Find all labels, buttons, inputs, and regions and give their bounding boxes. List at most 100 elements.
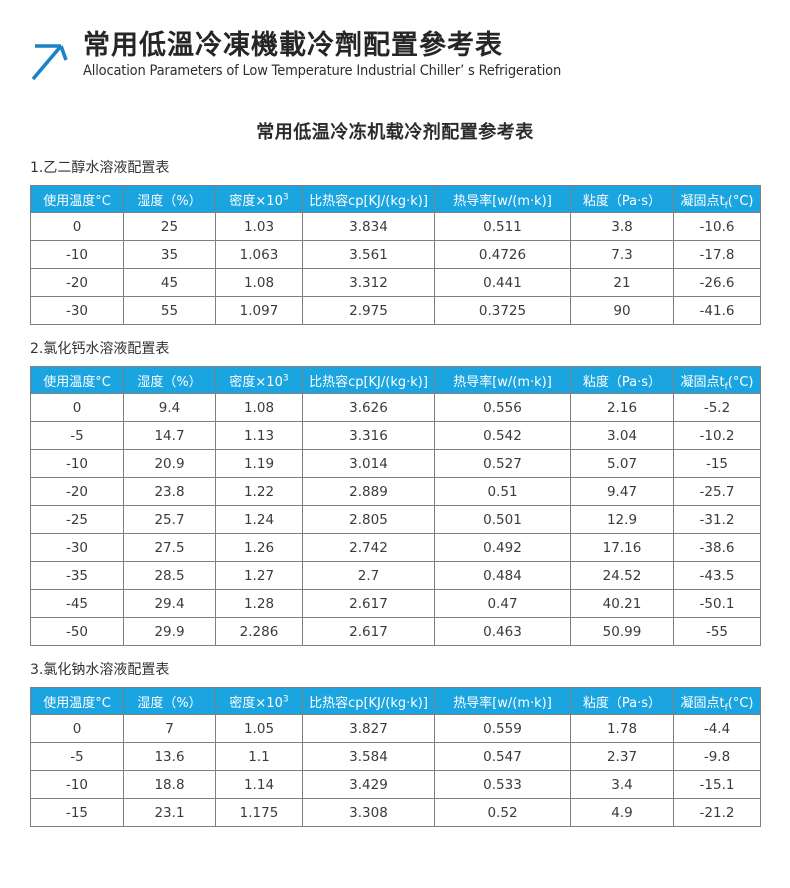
cell: 1.24: [215, 505, 303, 534]
table-row: -35 28.5 1.27 2.7 0.484 24.52 -43.5: [30, 561, 761, 590]
page-title: 常用低温冷冻机载冷剂配置参考表: [256, 122, 534, 143]
table-row: -20 45 1.08 3.312 0.441 21 -26.6: [30, 268, 761, 297]
table-row: -45 29.4 1.28 2.617 0.47 40.21 -50.1: [30, 589, 761, 618]
cell: -30: [30, 296, 124, 325]
cell: -25: [30, 505, 124, 534]
cell: -20: [30, 268, 124, 297]
cell: 3.626: [302, 393, 435, 422]
cell: 25: [123, 212, 216, 241]
cell: 1.26: [215, 533, 303, 562]
cell: 18.8: [123, 770, 216, 799]
table-row: -25 25.7 1.24 2.805 0.501 12.9 -31.2: [30, 505, 761, 534]
column-header: 比热容cp[KJ/(kg·k)]: [302, 687, 435, 715]
cell: 2.975: [302, 296, 435, 325]
cell: -35: [30, 561, 124, 590]
column-header: 使用温度°C: [30, 687, 124, 715]
cell: 3.827: [302, 714, 435, 743]
table-row: 0 9.4 1.08 3.626 0.556 2.16 -5.2: [30, 393, 761, 422]
cell: 90: [570, 296, 674, 325]
arrow-up-right-icon: [28, 32, 68, 82]
cell: 1.08: [215, 268, 303, 297]
content: 1.乙二醇水溶液配置表 使用温度°C 湿度（%） 密度×103 比热容cp[KJ/(k…: [0, 157, 790, 827]
column-header: 粘度（Pa·s）: [570, 185, 674, 213]
cell: 29.4: [123, 589, 216, 618]
cell: 3.316: [302, 421, 435, 450]
cell: 3.312: [302, 268, 435, 297]
cell: -38.6: [673, 533, 761, 562]
cell: 3.834: [302, 212, 435, 241]
cell: 0.527: [434, 449, 571, 478]
cell: 3.4: [570, 770, 674, 799]
cell: -17.8: [673, 240, 761, 269]
cell: 0.463: [434, 617, 571, 646]
cell: 24.52: [570, 561, 674, 590]
cell: 35: [123, 240, 216, 269]
cell: -15: [673, 449, 761, 478]
cell: 1.05: [215, 714, 303, 743]
section-label: 2.氯化钙水溶液配置表: [30, 341, 170, 357]
column-header: 粘度（Pa·s）: [570, 687, 674, 715]
column-header: 湿度（%）: [123, 185, 216, 213]
cell: 2.889: [302, 477, 435, 506]
table-row: -20 23.8 1.22 2.889 0.51 9.47 -25.7: [30, 477, 761, 506]
header-row: 使用温度°C 湿度（%） 密度×103 比热容cp[KJ/(kg·k)] 热导率[w/(…: [30, 366, 761, 394]
cell: 2.286: [215, 617, 303, 646]
cell: -20: [30, 477, 124, 506]
cell: 50.99: [570, 617, 674, 646]
cell: 2.617: [302, 589, 435, 618]
cell: 0.511: [434, 212, 571, 241]
cell: 0.3725: [434, 296, 571, 325]
cell: 0.559: [434, 714, 571, 743]
cell: -25.7: [673, 477, 761, 506]
cell: -9.8: [673, 742, 761, 771]
cell: 3.308: [302, 798, 435, 827]
cell: -4.4: [673, 714, 761, 743]
cell: -41.6: [673, 296, 761, 325]
cell: 55: [123, 296, 216, 325]
header-row: 使用温度°C 湿度（%） 密度×103 比热容cp[KJ/(kg·k)] 热导率[w/(…: [30, 687, 761, 715]
column-header: 比热容cp[KJ/(kg·k)]: [302, 185, 435, 213]
table-row: -15 23.1 1.175 3.308 0.52 4.9 -21.2: [30, 798, 761, 827]
cell: 1.13: [215, 421, 303, 450]
cell: -55: [673, 617, 761, 646]
cell: -26.6: [673, 268, 761, 297]
cell: 27.5: [123, 533, 216, 562]
cell: 1.27: [215, 561, 303, 590]
cell: -10.2: [673, 421, 761, 450]
column-header: 热导率[w/(m·k)]: [434, 687, 571, 715]
cell: 40.21: [570, 589, 674, 618]
section-label: 1.乙二醇水溶液配置表: [30, 160, 170, 176]
brand-title: 常用低溫冷凍機載冷劑配置參考表: [83, 30, 503, 61]
table-row: -30 27.5 1.26 2.742 0.492 17.16 -38.6: [30, 533, 761, 562]
cell: -50: [30, 617, 124, 646]
cell: 3.014: [302, 449, 435, 478]
cell: 9.4: [123, 393, 216, 422]
cell: 1.063: [215, 240, 303, 269]
column-header: 凝固点tf(°C): [673, 366, 761, 394]
cell: 20.9: [123, 449, 216, 478]
column-header: 比热容cp[KJ/(kg·k)]: [302, 366, 435, 394]
cell: 28.5: [123, 561, 216, 590]
cell: 1.175: [215, 798, 303, 827]
column-header: 热导率[w/(m·k)]: [434, 366, 571, 394]
column-header: 凝固点tf(°C): [673, 185, 761, 213]
data-table-sodium-chloride: 使用温度°C 湿度（%） 密度×103 比热容cp[KJ/(kg·k)] 热导率[w/(…: [30, 687, 761, 827]
cell: 3.584: [302, 742, 435, 771]
cell: 0.492: [434, 533, 571, 562]
column-header: 凝固点tf(°C): [673, 687, 761, 715]
cell: -10.6: [673, 212, 761, 241]
cell: 0.501: [434, 505, 571, 534]
table-row: -10 35 1.063 3.561 0.4726 7.3 -17.8: [30, 240, 761, 269]
section-calcium-chloride: 2.氯化钙水溶液配置表 使用温度°C 湿度（%） 密度×103 比热容cp[KJ/(k…: [30, 338, 761, 646]
cell: 12.9: [570, 505, 674, 534]
cell: 0.52: [434, 798, 571, 827]
cell: 1.28: [215, 589, 303, 618]
cell: 1.22: [215, 477, 303, 506]
cell: 0.484: [434, 561, 571, 590]
section-sodium-chloride: 3.氯化钠水溶液配置表 使用温度°C 湿度（%） 密度×103 比热容cp[KJ/(k…: [30, 659, 761, 827]
cell: -31.2: [673, 505, 761, 534]
cell: 2.7: [302, 561, 435, 590]
cell: 7.3: [570, 240, 674, 269]
cell: 2.742: [302, 533, 435, 562]
